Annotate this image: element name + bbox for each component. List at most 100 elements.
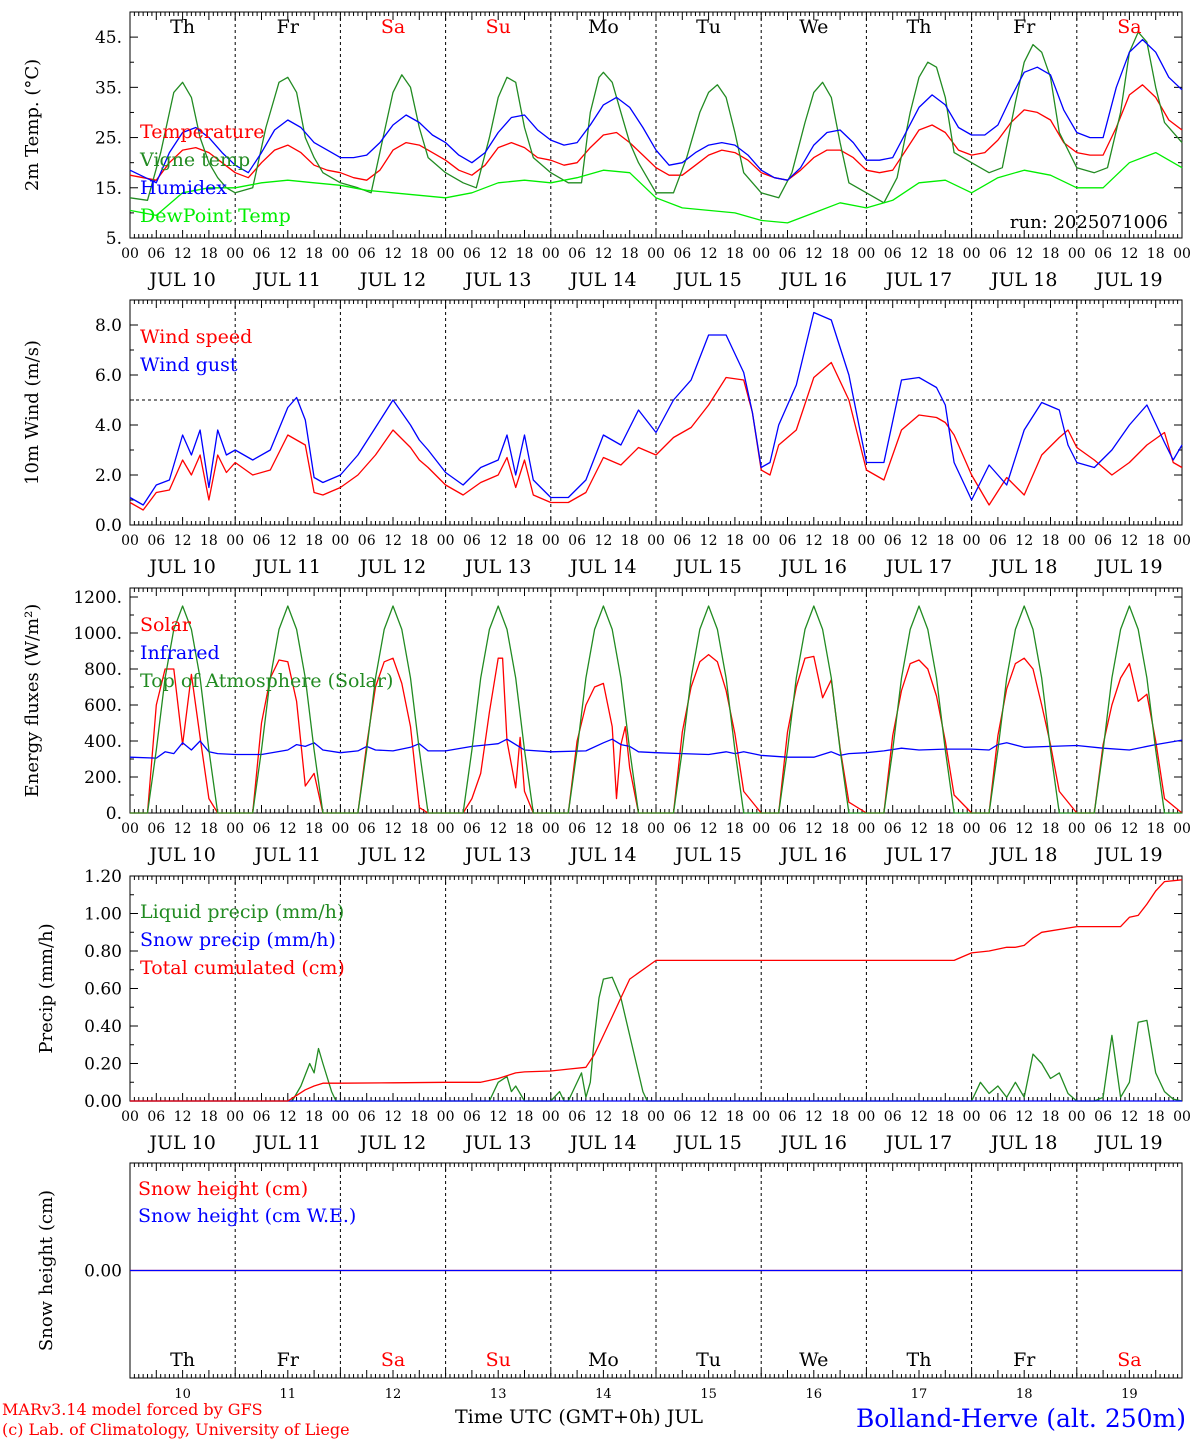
hour-tick-label: 18 bbox=[726, 533, 744, 549]
hour-tick-label: 18 bbox=[621, 533, 639, 549]
hour-tick-label: 12 bbox=[700, 821, 718, 837]
hour-tick-label: 12 bbox=[910, 1109, 928, 1125]
date-label: JUL 19 bbox=[1094, 844, 1162, 866]
footer: MARv3.14 model forced by GFS (c) Lab. of… bbox=[2, 1400, 1186, 1439]
legend-entry: Snow height (cm) bbox=[138, 1178, 308, 1200]
hour-tick-label: 00 bbox=[226, 246, 244, 262]
date-label: JUL 18 bbox=[989, 269, 1057, 291]
hour-tick-label: 00 bbox=[647, 821, 665, 837]
hour-tick-label: 06 bbox=[568, 246, 586, 262]
day-name-bottom: Sa bbox=[1117, 1349, 1141, 1371]
hour-tick-label: 06 bbox=[147, 533, 165, 549]
date-label: JUL 19 bbox=[1094, 556, 1162, 578]
date-label: JUL 17 bbox=[884, 269, 952, 291]
hour-tick-label: 00 bbox=[542, 533, 560, 549]
day-name-bottom: Tu bbox=[696, 1349, 721, 1371]
hour-tick-label: 00 bbox=[1173, 533, 1191, 549]
date-label: JUL 10 bbox=[147, 269, 215, 291]
x-axis-title: Time UTC (GMT+0h) JUL bbox=[455, 1406, 703, 1428]
hour-tick-label: 00 bbox=[1068, 1109, 1086, 1125]
date-label: JUL 13 bbox=[463, 556, 531, 578]
date-number: 15 bbox=[700, 1387, 717, 1402]
y-tick-label: 1.20 bbox=[84, 867, 122, 887]
hour-tick-label: 18 bbox=[1147, 1109, 1165, 1125]
day-name-bottom: Fr bbox=[1013, 1349, 1036, 1371]
hour-tick-label: 00 bbox=[963, 246, 981, 262]
date-label: JUL 14 bbox=[568, 269, 636, 291]
hour-tick-label: 00 bbox=[331, 533, 349, 549]
y-tick-label: 1.00 bbox=[84, 905, 122, 925]
date-number: 19 bbox=[1121, 1387, 1138, 1402]
hour-tick-label: 06 bbox=[673, 821, 691, 837]
run-annotation: run: 2025071006 bbox=[1010, 212, 1168, 233]
hour-tick-label: 00 bbox=[542, 1109, 560, 1125]
series-line-vigne-temp bbox=[129, 31, 1183, 204]
date-number: 17 bbox=[911, 1387, 928, 1402]
date-label: JUL 19 bbox=[1094, 1132, 1162, 1154]
hour-tick-label: 18 bbox=[726, 1109, 744, 1125]
hour-tick-label: 12 bbox=[489, 1109, 507, 1125]
y-tick-label: 200. bbox=[84, 768, 122, 788]
hour-tick-label: 00 bbox=[121, 533, 139, 549]
legend-entry: DewPoint Temp bbox=[140, 205, 291, 227]
hour-tick-label: 06 bbox=[358, 821, 376, 837]
hour-tick-label: 12 bbox=[1015, 246, 1033, 262]
y-axis-label: 10m Wind (m/s) bbox=[22, 340, 43, 485]
hour-tick-label: 06 bbox=[147, 1109, 165, 1125]
series-line-humidex bbox=[129, 38, 1183, 184]
date-label: JUL 17 bbox=[884, 556, 952, 578]
hour-tick-label: 06 bbox=[358, 246, 376, 262]
hour-tick-label: 00 bbox=[857, 821, 875, 837]
date-number: 14 bbox=[595, 1387, 612, 1402]
hour-tick-label: 18 bbox=[516, 821, 534, 837]
y-tick-label: 5. bbox=[106, 229, 122, 249]
legend-entry: Infrared bbox=[140, 642, 220, 664]
date-label: JUL 18 bbox=[989, 556, 1057, 578]
y-axis-label: Precip (mm/h) bbox=[36, 923, 57, 1053]
day-name-bottom: Su bbox=[486, 1349, 511, 1371]
hour-tick-label: 06 bbox=[779, 821, 797, 837]
legend-entry: Total cumulated (cm) bbox=[140, 957, 345, 979]
date-label: JUL 16 bbox=[779, 556, 847, 578]
y-tick-label: 0.00 bbox=[84, 1092, 122, 1112]
hour-tick-label: 00 bbox=[752, 1109, 770, 1125]
hour-tick-label: 06 bbox=[779, 1109, 797, 1125]
date-label: JUL 13 bbox=[463, 269, 531, 291]
legend-entry: Vigne temp bbox=[139, 149, 250, 171]
hour-tick-label: 18 bbox=[305, 821, 323, 837]
hour-tick-label: 12 bbox=[1015, 1109, 1033, 1125]
day-name-top: Sa bbox=[381, 16, 405, 38]
y-tick-label: 400. bbox=[84, 732, 122, 752]
hour-tick-label: 06 bbox=[358, 533, 376, 549]
series-line-top-of-atmosphere-solar- bbox=[130, 605, 1182, 814]
hour-tick-label: 00 bbox=[331, 246, 349, 262]
hour-tick-label: 18 bbox=[1042, 533, 1060, 549]
y-tick-label: 0.00 bbox=[84, 1262, 122, 1282]
date-number: 12 bbox=[385, 1387, 402, 1402]
hour-tick-label: 06 bbox=[673, 533, 691, 549]
hour-tick-label: 12 bbox=[279, 533, 297, 549]
hour-tick-label: 06 bbox=[1094, 533, 1112, 549]
hour-tick-label: 00 bbox=[963, 1109, 981, 1125]
date-label: JUL 18 bbox=[989, 844, 1057, 866]
y-tick-label: 25. bbox=[95, 129, 122, 149]
y-tick-label: 4.0 bbox=[95, 416, 122, 436]
panel-5: 0.00 Snow height (cm) Snow height (cm) Snow… bbox=[36, 1162, 1183, 1402]
hour-tick-label: 06 bbox=[779, 533, 797, 549]
y-tick-label: 0.80 bbox=[84, 942, 122, 962]
hour-tick-label: 12 bbox=[1120, 533, 1138, 549]
hour-tick-label: 12 bbox=[384, 533, 402, 549]
hour-tick-label: 00 bbox=[1068, 533, 1086, 549]
hour-tick-label: 00 bbox=[857, 533, 875, 549]
hour-tick-label: 18 bbox=[516, 533, 534, 549]
hour-tick-label: 06 bbox=[884, 533, 902, 549]
hour-tick-label: 12 bbox=[489, 533, 507, 549]
hour-tick-label: 00 bbox=[647, 246, 665, 262]
day-name-top: Fr bbox=[1013, 16, 1036, 38]
hour-tick-label: 12 bbox=[1015, 821, 1033, 837]
hour-tick-label: 12 bbox=[594, 246, 612, 262]
hour-tick-label: 12 bbox=[384, 821, 402, 837]
y-tick-label: 0.0 bbox=[95, 516, 122, 536]
y-tick-label: 8.0 bbox=[95, 316, 122, 336]
hour-tick-label: 12 bbox=[174, 1109, 192, 1125]
